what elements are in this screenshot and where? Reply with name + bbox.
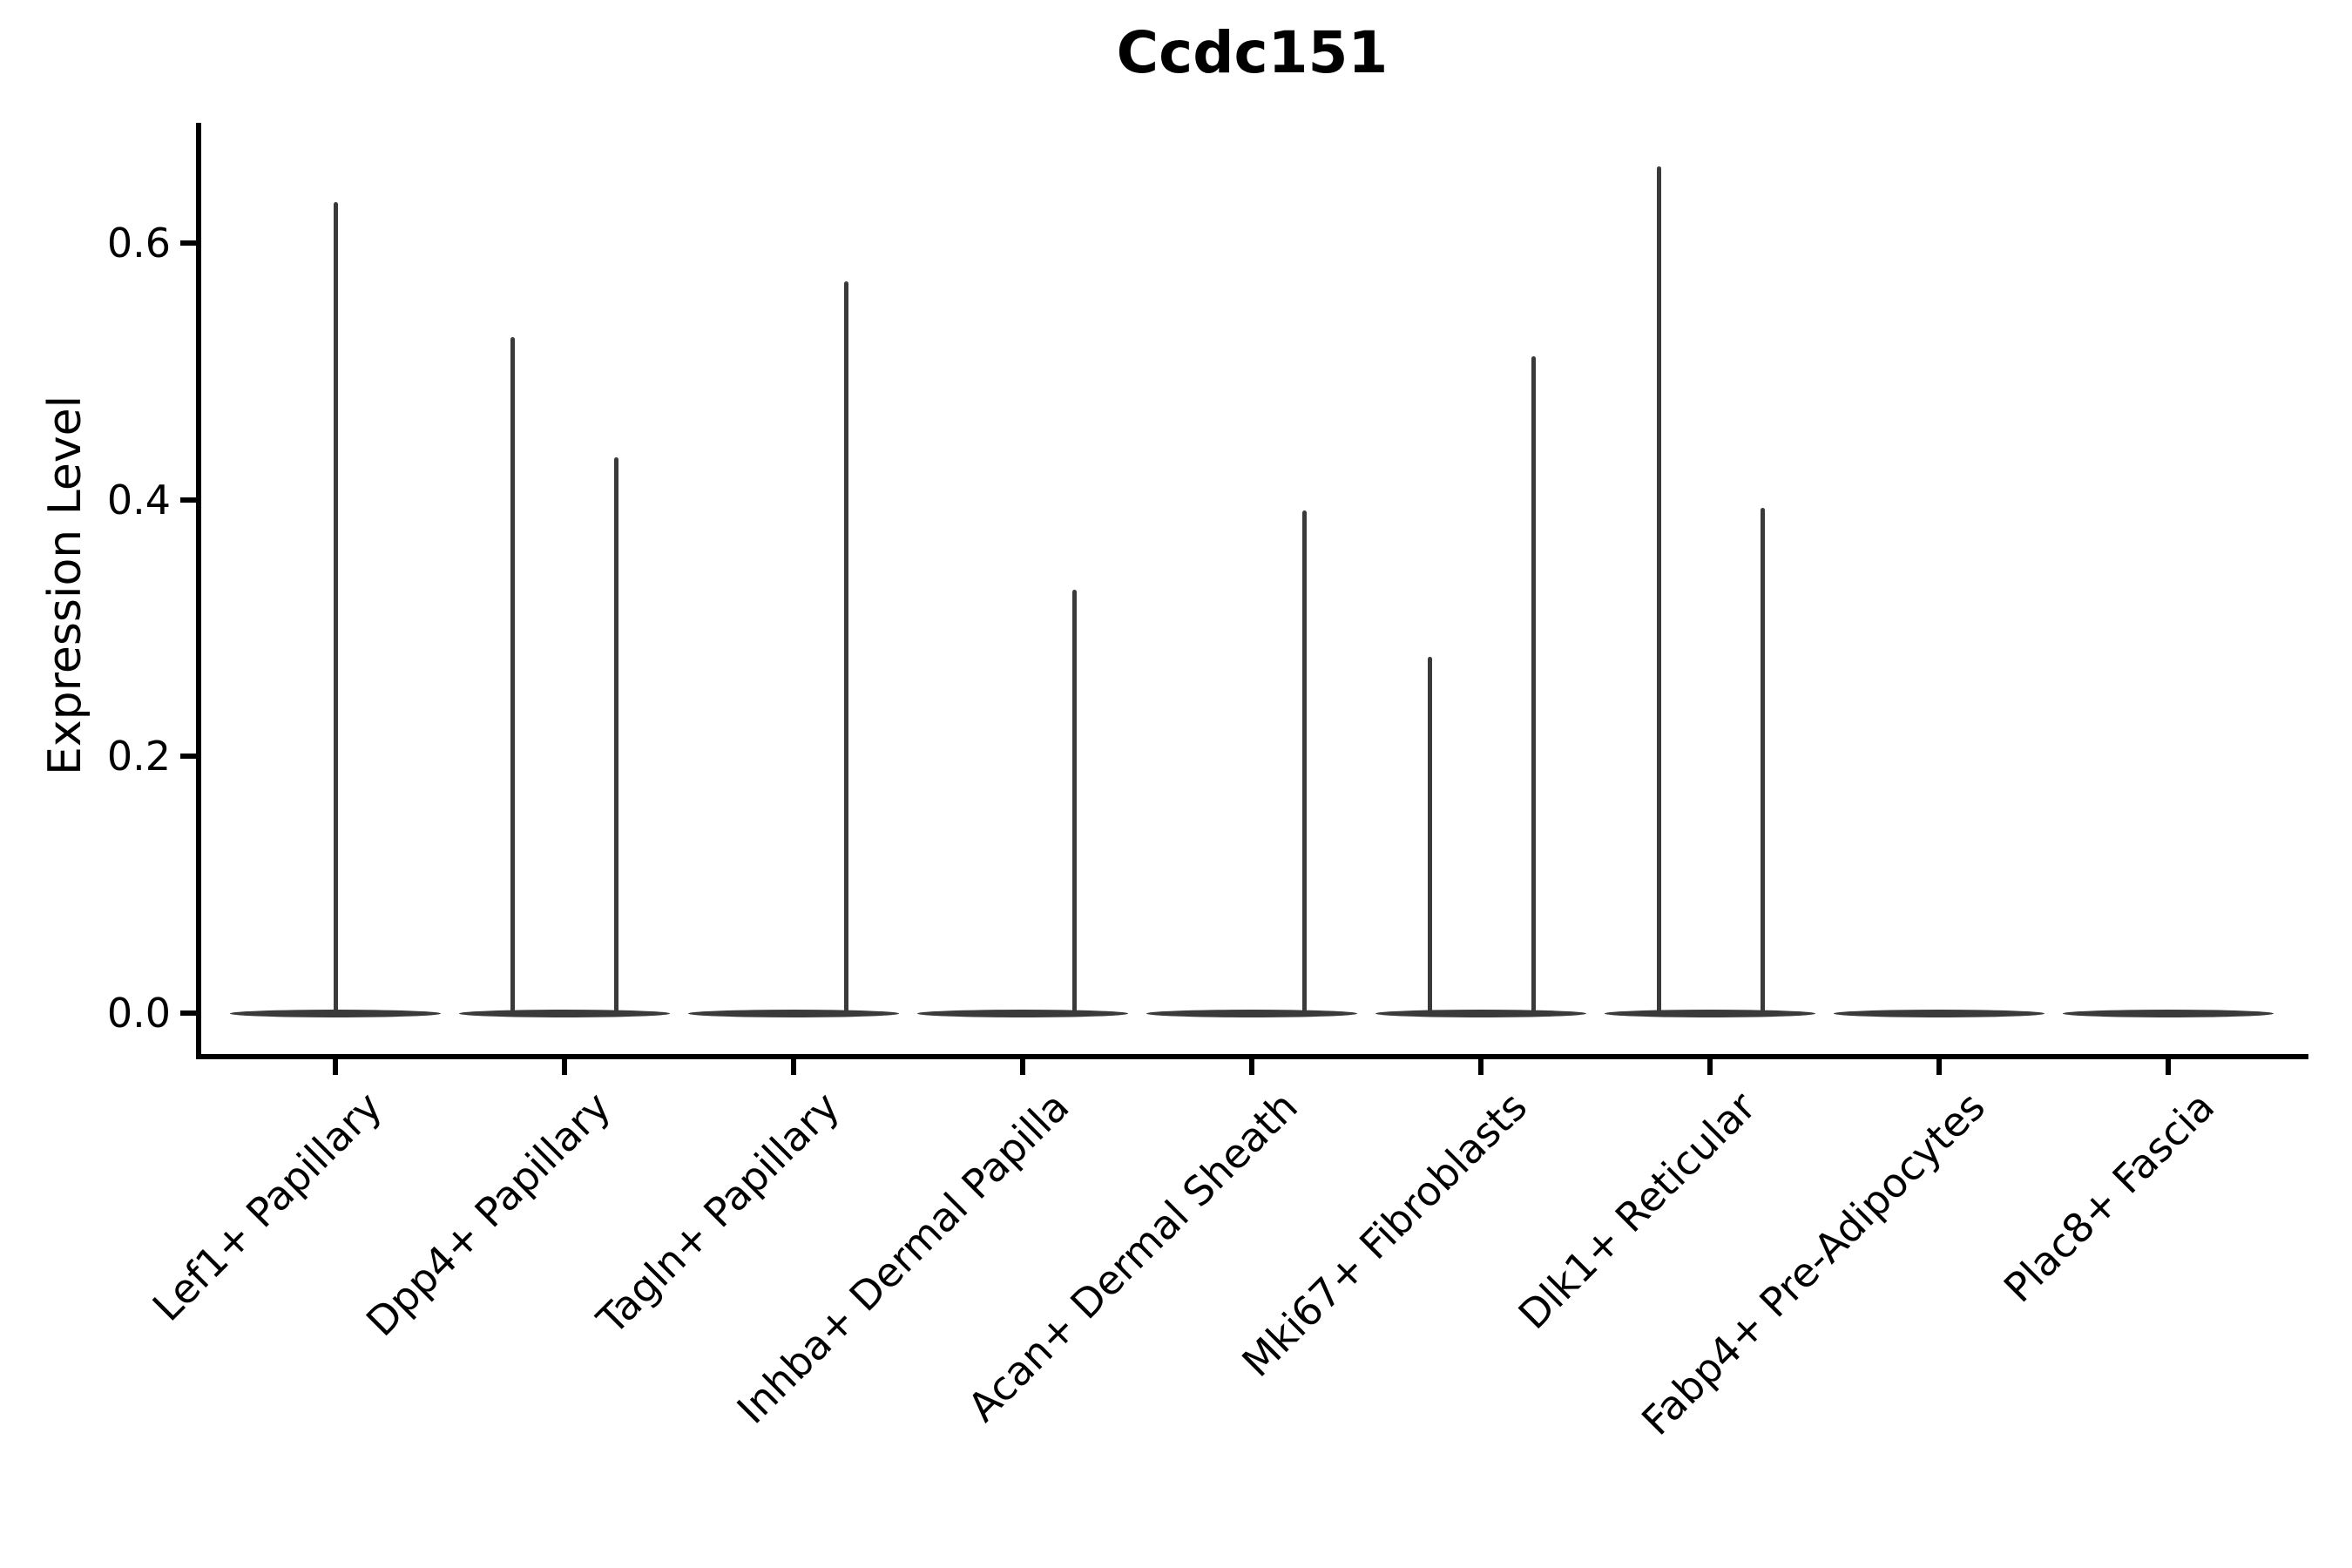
- violin-spike: [1656, 166, 1661, 1013]
- violin-spike: [843, 281, 848, 1013]
- y-tick-label: 0.0: [106, 990, 171, 1037]
- y-tick: [180, 497, 196, 503]
- chart-title: Ccdc151: [1116, 19, 1389, 86]
- violin-spike: [510, 336, 515, 1013]
- x-tick: [2166, 1059, 2171, 1075]
- violin-spike: [1301, 510, 1307, 1013]
- y-axis-title: Expression Level: [39, 395, 91, 776]
- plot-area: [196, 123, 2308, 1059]
- x-axis-category-label: Dlk1+ Reticular: [1509, 1083, 1766, 1339]
- x-tick: [562, 1059, 567, 1075]
- x-tick: [1478, 1059, 1484, 1075]
- violin-body: [230, 1009, 441, 1017]
- violin-spike: [1760, 507, 1765, 1013]
- x-tick: [333, 1059, 338, 1075]
- y-tick-label: 0.6: [106, 220, 171, 267]
- x-tick: [1707, 1059, 1713, 1075]
- x-tick: [1020, 1059, 1025, 1075]
- violin-body: [459, 1009, 670, 1017]
- violin-spike: [333, 202, 338, 1013]
- violin-body: [917, 1009, 1128, 1017]
- x-axis-category-label: Lef1+ Papillary: [143, 1083, 391, 1330]
- violin-spike: [613, 457, 618, 1013]
- x-tick: [1249, 1059, 1254, 1075]
- violin-spike: [1071, 589, 1077, 1013]
- violin-body: [1605, 1009, 1815, 1017]
- x-tick: [1936, 1059, 1942, 1075]
- x-tick: [791, 1059, 796, 1075]
- violin-body: [1146, 1009, 1357, 1017]
- violin-body: [1834, 1009, 2044, 1017]
- y-tick: [180, 754, 196, 760]
- violin-body: [688, 1009, 899, 1017]
- y-tick: [180, 1010, 196, 1016]
- y-tick: [180, 240, 196, 247]
- x-axis-category-label: Plac8+ Fascia: [1994, 1083, 2224, 1312]
- y-tick-label: 0.4: [106, 476, 171, 524]
- violin-spike: [1531, 355, 1536, 1013]
- violin-body: [2063, 1009, 2274, 1017]
- x-axis-category-label: Tagln+ Papillary: [588, 1083, 849, 1343]
- y-tick-label: 0.2: [106, 733, 171, 781]
- violin-body: [1375, 1009, 1586, 1017]
- x-axis-category-label: Dpp4+ Papillary: [356, 1083, 620, 1346]
- violin-spike: [1427, 656, 1432, 1013]
